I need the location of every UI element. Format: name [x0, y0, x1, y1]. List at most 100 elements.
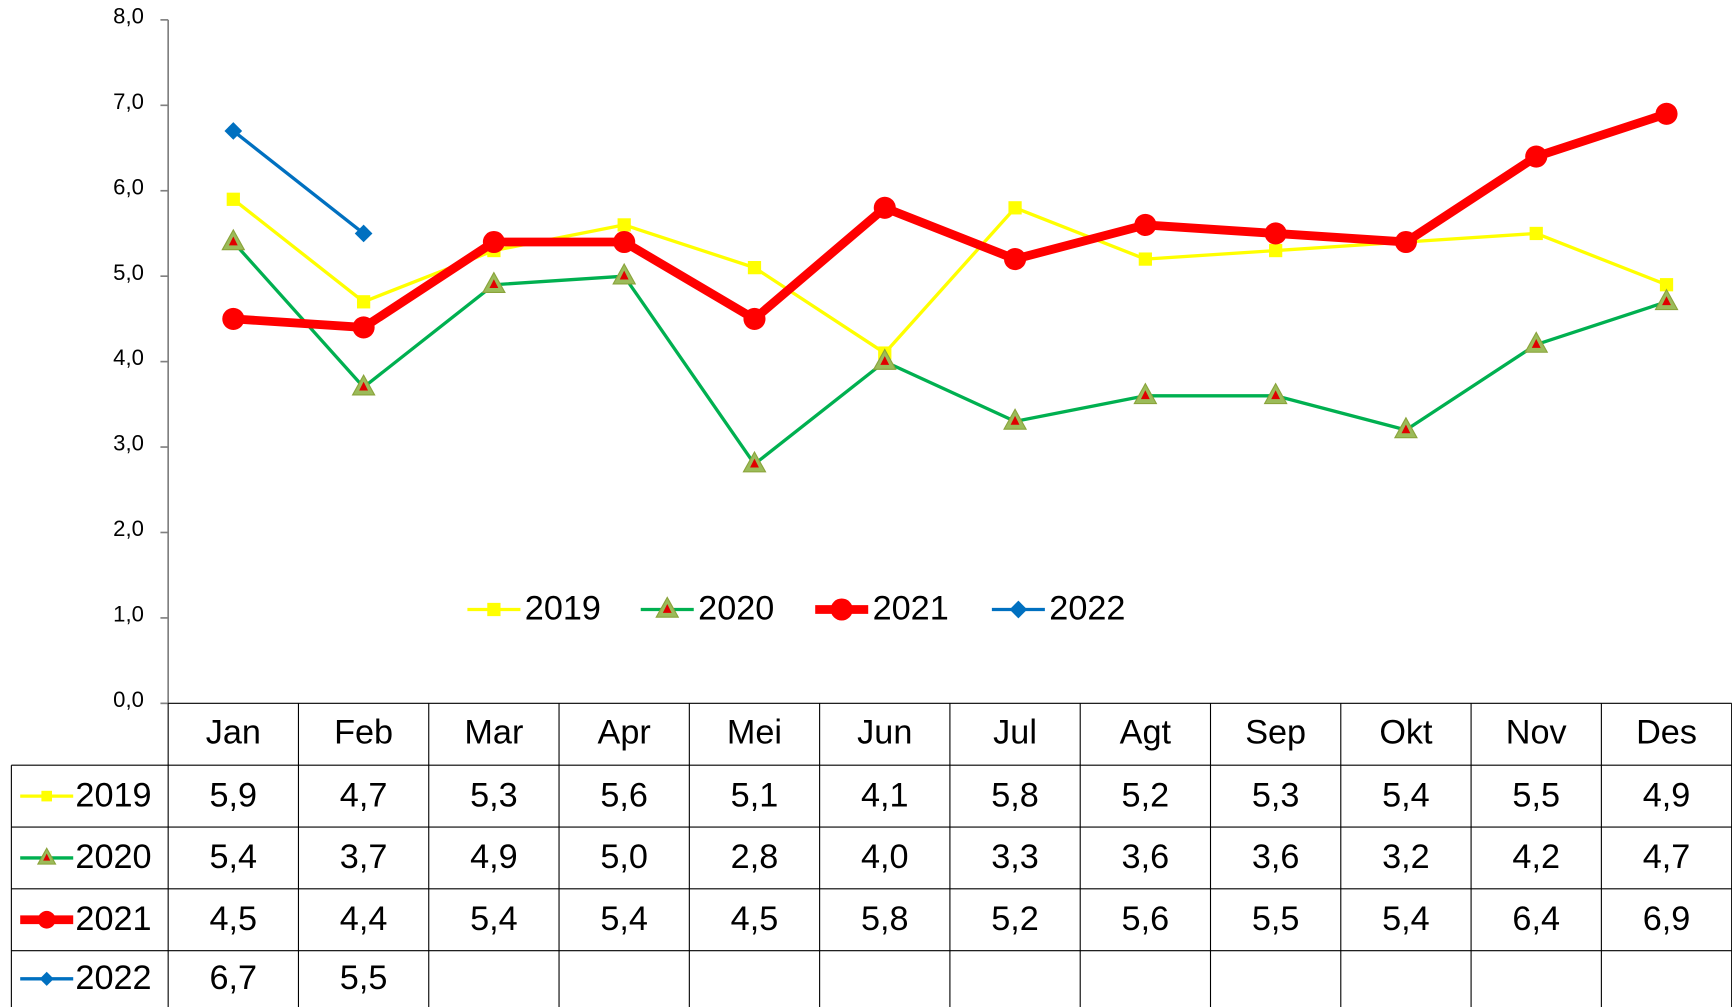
x-tick-label: Nov	[1506, 713, 1567, 751]
marker	[1134, 213, 1157, 236]
table-value: 4,9	[470, 838, 518, 876]
marker	[1003, 408, 1028, 430]
table-value: 5,1	[731, 776, 779, 814]
table-value: 5,6	[1122, 900, 1170, 938]
marker	[224, 122, 243, 140]
table-value: 3,6	[1122, 838, 1170, 876]
marker	[222, 307, 245, 330]
table-value: 5,4	[1382, 776, 1430, 814]
row-label: 2021	[75, 900, 151, 938]
marker-inner	[359, 381, 369, 391]
table-value: 5,9	[210, 776, 258, 814]
marker	[1138, 252, 1152, 266]
marker-inner	[662, 603, 672, 613]
marker	[1655, 102, 1678, 125]
table-value: 3,3	[991, 838, 1039, 876]
y-tick-label: 2,0	[113, 516, 144, 541]
marker-inner	[228, 236, 238, 246]
marker	[1263, 382, 1288, 405]
marker	[1654, 288, 1679, 311]
legend-label: 2022	[1049, 590, 1125, 628]
table-value: 6,4	[1512, 900, 1560, 938]
marker	[1264, 222, 1287, 245]
series	[221, 228, 1679, 473]
table-legend-key	[20, 790, 74, 802]
marker	[1659, 278, 1674, 292]
table-value: 6,7	[210, 959, 258, 997]
marker	[1009, 600, 1028, 619]
marker	[742, 450, 767, 473]
marker-inner	[1010, 415, 1020, 425]
marker-inner	[619, 270, 629, 280]
table-value: 5,3	[470, 776, 518, 814]
y-tick-label: 6,0	[113, 174, 144, 199]
y-tick-label: 1,0	[113, 602, 144, 627]
legend-label: 2020	[698, 590, 774, 628]
table-value: 4,4	[340, 900, 388, 938]
marker	[1529, 226, 1543, 241]
marker-inner	[489, 279, 499, 289]
marker	[351, 373, 376, 396]
series	[222, 102, 1678, 339]
table-value: 4,0	[861, 838, 909, 876]
table-value: 5,4	[210, 838, 258, 876]
table-value: 5,0	[600, 838, 648, 876]
table-value: 3,6	[1252, 838, 1300, 876]
x-tick-label: Mei	[727, 713, 782, 751]
table-value: 5,5	[1252, 900, 1300, 938]
marker	[41, 790, 53, 802]
table-value: 3,2	[1382, 838, 1430, 876]
y-tick-label: 4,0	[113, 345, 144, 370]
table-value: 4,5	[731, 900, 779, 938]
table-value: 2,8	[731, 838, 779, 876]
x-tick-label: Sep	[1245, 713, 1306, 751]
table-value: 3,7	[340, 838, 388, 876]
marker	[481, 271, 506, 294]
series-line	[232, 240, 1668, 466]
marker	[1133, 382, 1158, 405]
x-tick-label: Agt	[1120, 713, 1172, 751]
marker	[356, 295, 371, 309]
marker	[613, 230, 636, 254]
y-tick-label: 5,0	[113, 260, 144, 285]
marker-inner	[1662, 296, 1671, 306]
table-value: 5,5	[340, 959, 388, 997]
x-tick-label: Mar	[464, 713, 523, 751]
table-value: 5,8	[991, 776, 1039, 814]
table-value: 5,2	[1122, 776, 1170, 814]
x-tick-label: Feb	[334, 713, 393, 751]
marker	[1393, 416, 1418, 439]
marker	[221, 228, 246, 251]
marker	[612, 262, 637, 285]
marker	[226, 192, 240, 206]
legend-item: 2021	[815, 590, 949, 628]
marker-inner	[1401, 424, 1411, 434]
table-value: 6,9	[1643, 900, 1691, 938]
table-value: 5,5	[1512, 776, 1560, 814]
marker	[1525, 145, 1548, 168]
x-tick-label: Jul	[993, 713, 1037, 751]
x-tick-label: Des	[1636, 713, 1697, 751]
marker	[655, 596, 680, 618]
marker-inner	[880, 356, 890, 365]
marker	[482, 230, 505, 254]
marker-inner	[750, 458, 759, 468]
y-tick-label: 8,0	[113, 3, 144, 28]
marker	[617, 218, 631, 232]
marker	[872, 348, 897, 370]
marker-inner	[43, 853, 51, 861]
marker	[352, 316, 375, 339]
marker	[37, 910, 56, 929]
marker	[39, 971, 54, 986]
x-tick-label: Okt	[1379, 713, 1433, 751]
table-value: 5,4	[600, 900, 648, 938]
table-legend-key	[20, 847, 74, 865]
marker	[1269, 243, 1283, 258]
series-line	[232, 129, 365, 235]
y-tick-label: 3,0	[113, 431, 144, 456]
table-value: 5,6	[600, 776, 648, 814]
x-tick-label: Jan	[206, 713, 261, 751]
table-value: 4,9	[1643, 776, 1691, 814]
table-value: 5,8	[861, 900, 909, 938]
table-value: 5,2	[991, 900, 1039, 938]
